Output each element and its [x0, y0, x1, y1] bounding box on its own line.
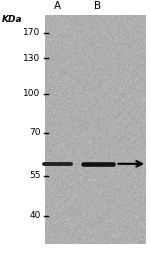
- Text: B: B: [94, 1, 101, 11]
- Text: A: A: [53, 1, 61, 11]
- Text: 70: 70: [29, 128, 40, 138]
- Text: 170: 170: [23, 28, 40, 37]
- Text: 40: 40: [29, 211, 40, 220]
- Text: KDa: KDa: [2, 15, 22, 24]
- Text: 100: 100: [23, 89, 40, 98]
- FancyBboxPatch shape: [45, 15, 146, 244]
- Text: 55: 55: [29, 171, 40, 181]
- Text: 130: 130: [23, 54, 40, 63]
